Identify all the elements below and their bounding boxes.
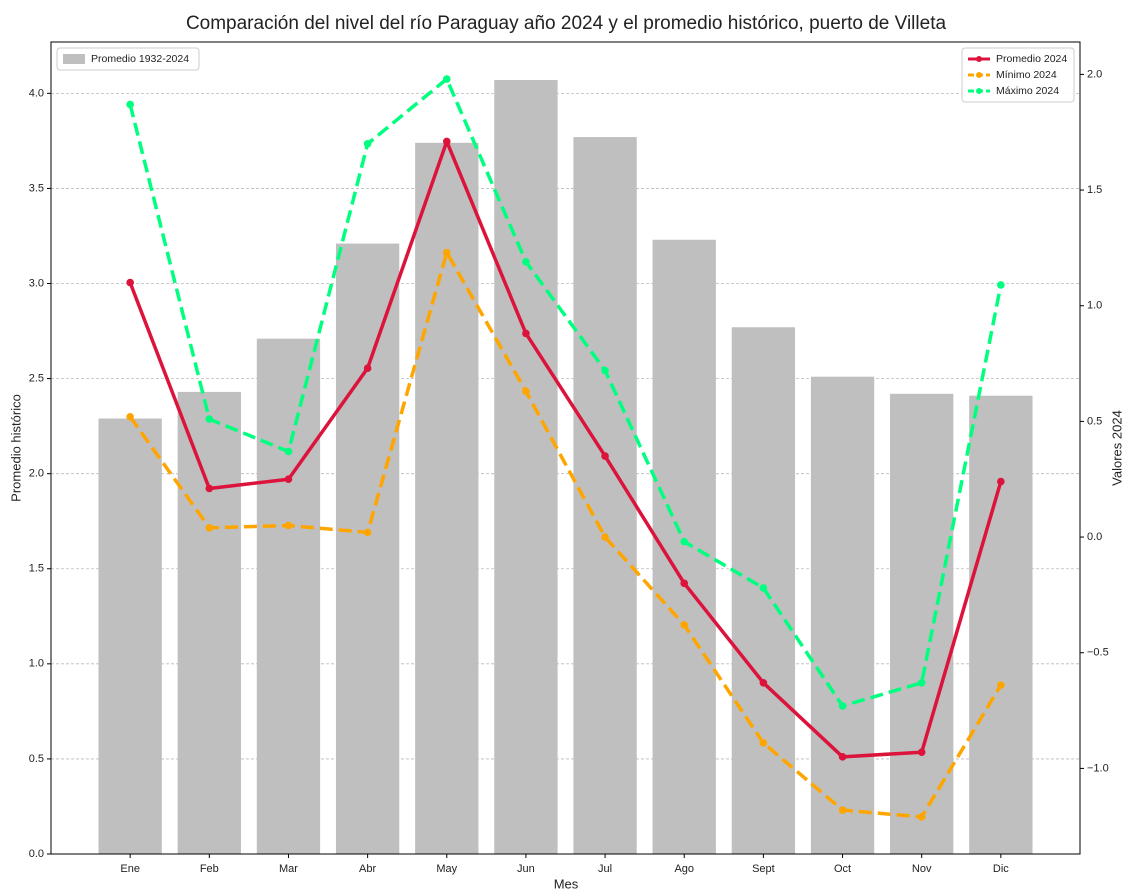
point: [363, 528, 372, 537]
point: [917, 813, 926, 821]
bar: [98, 418, 162, 854]
y-tick-label: 3.0: [29, 277, 44, 289]
point: [442, 248, 451, 257]
point: [205, 415, 214, 423]
point: [126, 412, 134, 421]
point: [284, 521, 293, 530]
legend-label: Promedio 1932-2024: [91, 53, 189, 65]
point: [759, 584, 768, 592]
bar: [256, 338, 321, 854]
legend-label: Promedio 2024: [996, 53, 1067, 65]
y2-tick-label: 1.5: [1087, 184, 1102, 196]
point: [522, 329, 530, 338]
x-tick-label: Ene: [120, 863, 140, 875]
point: [917, 748, 926, 757]
y-tick-label: 2.5: [29, 372, 44, 384]
y2-tick-label: 0.5: [1087, 415, 1102, 427]
legend-label: Mínimo 2024: [996, 69, 1057, 81]
x-tick-label: Feb: [200, 863, 219, 875]
y2-tick-label: −1.0: [1087, 762, 1109, 774]
point: [205, 484, 214, 493]
x-tick-label: Jun: [517, 863, 535, 875]
bar: [890, 393, 954, 854]
chart-title: Comparación del nivel del río Paraguay a…: [186, 13, 947, 34]
point: [442, 75, 451, 83]
x-tick-label: Mar: [279, 863, 298, 875]
legend-box: [56, 47, 200, 71]
point: [126, 100, 134, 109]
x-tick-label: Jul: [598, 863, 612, 875]
legend-marker: [976, 56, 982, 62]
x-tick-label: Abr: [359, 863, 376, 875]
y2-tick-label: 2.0: [1087, 68, 1102, 80]
legend-box: [961, 47, 1075, 103]
point: [522, 387, 530, 396]
x-tick-label: Nov: [912, 863, 932, 875]
point: [284, 447, 293, 456]
point: [759, 679, 768, 687]
point: [838, 702, 847, 710]
plot-frame: [50, 41, 1081, 855]
legend: Promedio 2024 Mínimo 2024 Máximo 2024: [961, 47, 1075, 103]
y-tick-label: 1.5: [29, 563, 44, 575]
point: [917, 679, 926, 687]
point: [838, 806, 847, 814]
y-tick-label: 1.0: [29, 658, 44, 670]
x-tick-label: Ago: [674, 863, 694, 875]
y2-tick-label: 1.0: [1087, 300, 1102, 312]
point: [363, 139, 372, 148]
point: [680, 621, 689, 629]
legend-swatch: [63, 54, 85, 64]
y-tick-label: 0.0: [29, 848, 44, 860]
point: [601, 452, 609, 460]
bar: [335, 243, 400, 854]
y2-tick-label: 0.0: [1087, 531, 1102, 543]
point: [680, 579, 689, 588]
y-tick-label: 2.0: [29, 468, 44, 480]
line: [128, 139, 1003, 759]
line: [128, 77, 1003, 708]
legend-marker: [976, 72, 982, 78]
point: [284, 475, 293, 484]
point: [601, 533, 609, 541]
point: [759, 739, 768, 747]
point: [680, 537, 689, 546]
bar: [969, 395, 1033, 854]
x-tick-label: May: [436, 863, 457, 875]
point: [126, 278, 134, 287]
point: [522, 257, 530, 266]
y2-axis-label: Valores 2024: [1109, 410, 1122, 486]
x-tick-label: Oct: [834, 863, 851, 875]
bar: [177, 391, 241, 854]
legend-marker: [976, 88, 982, 94]
x-tick-label: Dic: [993, 863, 1009, 875]
x-tick-label: Sept: [752, 863, 775, 875]
y-tick-label: 3.5: [29, 182, 44, 194]
y-tick-label: 0.5: [29, 753, 44, 765]
point: [997, 681, 1005, 689]
bar: [494, 80, 558, 855]
bar: [415, 142, 479, 855]
legend: Promedio 1932-2024: [56, 47, 200, 71]
point: [997, 477, 1005, 486]
x-axis-label: Mes: [554, 876, 579, 891]
y-axis-label: Promedio histórico: [8, 394, 23, 502]
bar: [810, 376, 875, 854]
point: [838, 753, 847, 761]
legend-label: Máximo 2024: [996, 85, 1059, 97]
y-tick-label: 4.0: [29, 87, 44, 99]
point: [997, 281, 1005, 289]
point: [601, 366, 609, 375]
point: [205, 524, 214, 532]
line: [128, 250, 1003, 819]
y2-tick-label: −0.5: [1087, 647, 1109, 659]
point: [442, 137, 451, 146]
point: [363, 364, 372, 372]
